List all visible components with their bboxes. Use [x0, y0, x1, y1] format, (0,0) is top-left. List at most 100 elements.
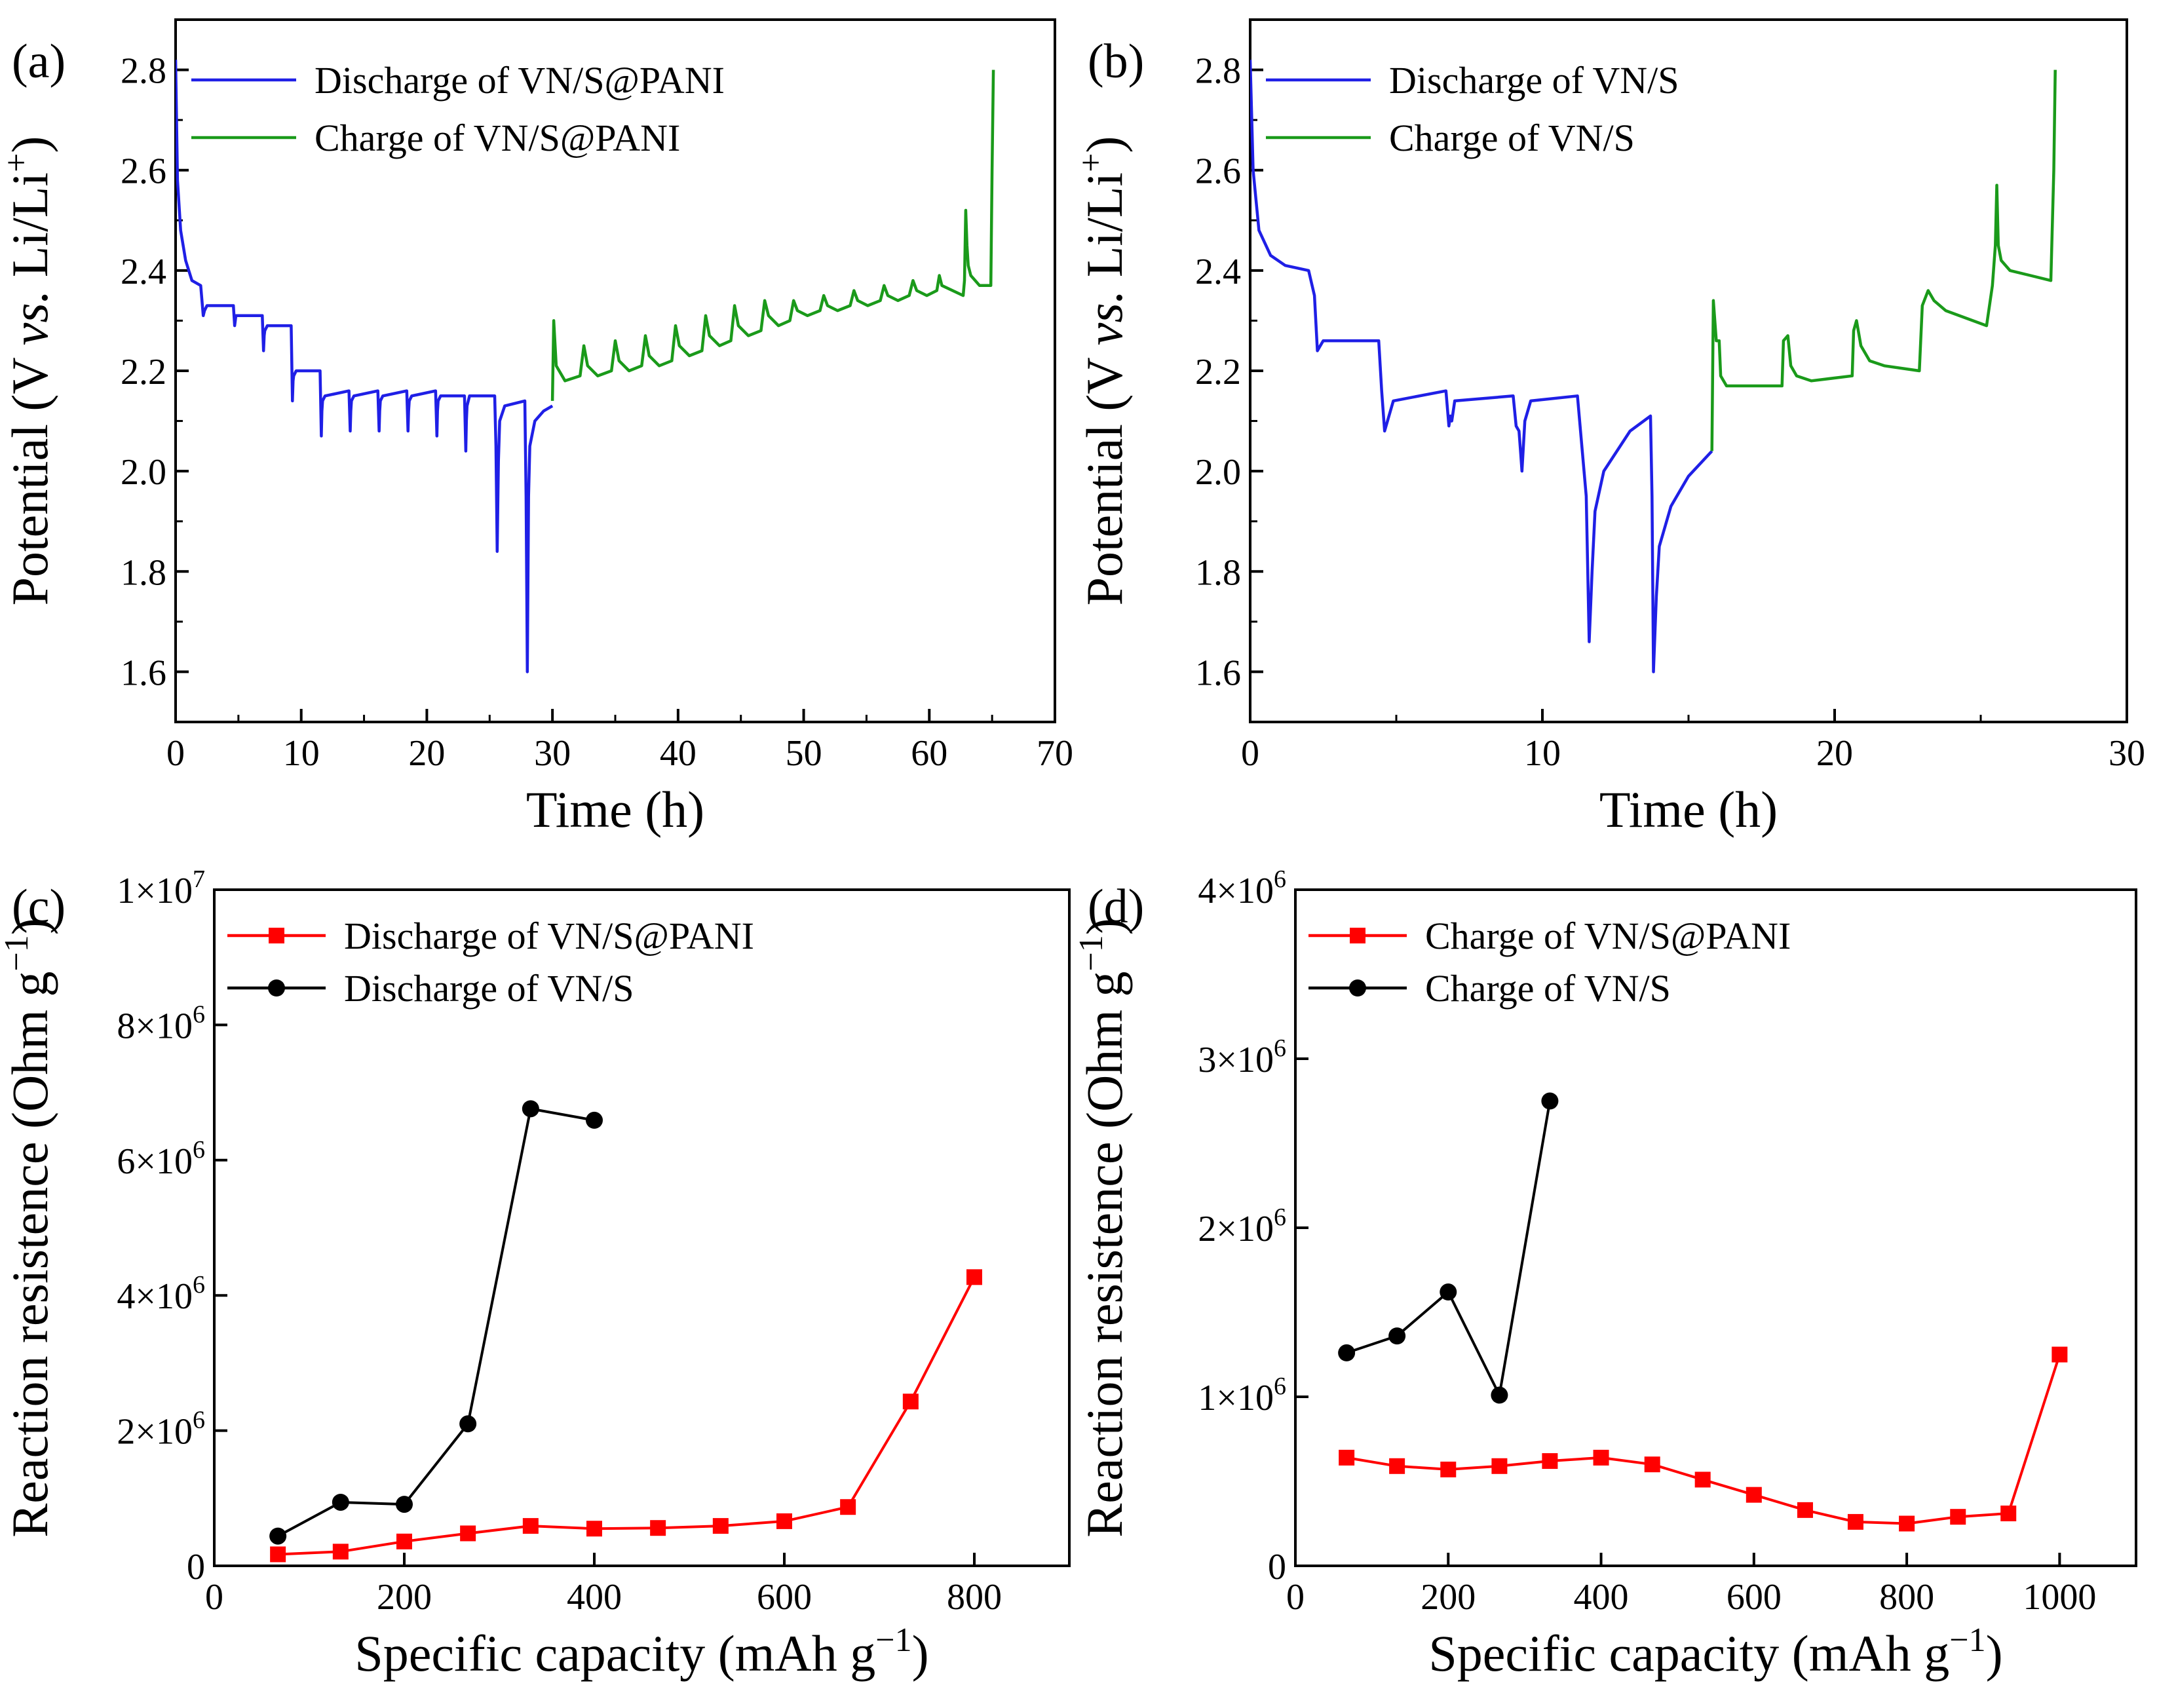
x-tick-label: 0 [1241, 733, 1259, 774]
panel-label: (b) [1088, 35, 1144, 88]
legend-marker [1349, 979, 1366, 996]
y-tick-label: 0 [187, 1547, 205, 1587]
x-tick-label: 800 [947, 1577, 1002, 1618]
series-line [1346, 1101, 1552, 1397]
legend-label: Charge of VN/S [1389, 117, 1635, 159]
data-point [1440, 1461, 1457, 1477]
data-point [1644, 1456, 1660, 1473]
x-tick-label: 50 [786, 733, 822, 774]
y-tick-label: 2.0 [121, 452, 166, 493]
x-axis-title: Specific capacity (mAh g−1) [354, 1622, 928, 1682]
y-tick-label: 2.6 [1195, 151, 1241, 192]
legend-label: Discharge of VN/S [1389, 59, 1679, 102]
legend: Discharge of VN/S Charge of VN/S [1266, 59, 1679, 159]
panel-c: 0 200 400 600 800 0 2×106 4×106 6×106 8×106 1×107 S… [0, 865, 1071, 1682]
data-point [1440, 1283, 1457, 1301]
x-tick-label: 400 [1574, 1577, 1629, 1618]
data-point [1338, 1344, 1356, 1361]
panel-label: (d) [1088, 880, 1144, 934]
series-charge-of-vn-s [1710, 69, 2057, 451]
x-tick-label: 30 [534, 733, 571, 774]
legend-label: Charge of VN/S@PANI [1425, 915, 1791, 957]
y-tick-label: 2.8 [1195, 51, 1241, 92]
legend: Discharge of VN/S@PANI Discharge of VN/S [227, 915, 754, 1010]
y-axis-c: 0 2×106 4×106 6×106 8×106 1×107 [117, 865, 227, 1587]
x-tick-label: 600 [757, 1577, 812, 1618]
data-point [269, 1527, 287, 1545]
series-line [550, 69, 995, 401]
y-tick-label: 2×106 [117, 1407, 205, 1452]
x-tick-label: 800 [1879, 1577, 1934, 1618]
data-point [776, 1513, 792, 1529]
legend-marker [268, 979, 285, 996]
x-tick-label: 60 [911, 733, 947, 774]
data-point [459, 1415, 477, 1433]
y-axis-d: 0 1×106 2×106 3×106 4×106 [1198, 865, 1308, 1587]
series-line [1250, 60, 1713, 674]
legend-label: Charge of VN/S@PANI [315, 117, 680, 159]
y-tick-label: 2.0 [1195, 452, 1241, 493]
panel-label: (c) [12, 880, 66, 934]
data-point [1388, 1327, 1406, 1345]
x-tick-label: 400 [567, 1577, 622, 1618]
legend: Charge of VN/S@PANI Charge of VN/S [1308, 915, 1791, 1010]
data-point [1541, 1092, 1559, 1110]
data-point [1899, 1515, 1915, 1532]
series-line [1346, 1354, 2061, 1525]
x-axis-title: Time (h) [1599, 781, 1778, 838]
y-tick-label: 2.2 [1195, 352, 1241, 392]
x-tick-label: 20 [1816, 733, 1853, 774]
legend: Discharge of VN/S@PANI Charge of VN/S@PAN… [191, 59, 725, 159]
y-tick-label: 1×106 [1198, 1373, 1286, 1418]
y-tick-label: 4×106 [117, 1271, 205, 1317]
data-point [396, 1496, 413, 1513]
y-tick-label: 2.6 [121, 151, 166, 192]
data-point [966, 1269, 982, 1285]
series-discharge-of-vn-s [269, 1100, 603, 1545]
x-tick-label: 70 [1037, 733, 1073, 774]
x-tick-label: 20 [408, 733, 445, 774]
data-point [1797, 1502, 1813, 1518]
panel-d: 0 200 400 600 800 1000 0 1×106 2×106 3×106 4×106 Sp… [1073, 865, 2137, 1682]
data-point [396, 1533, 412, 1549]
series-discharge-of-vn-s-pani [176, 60, 554, 674]
series-discharge-of-vn-s [1250, 60, 1713, 674]
y-tick-label: 2.4 [121, 252, 166, 292]
y-tick-label: 2.2 [121, 352, 166, 392]
data-point [270, 1546, 286, 1563]
data-point [586, 1521, 602, 1537]
plot-frame [1294, 888, 2137, 1567]
data-point [650, 1520, 666, 1536]
legend-label: Discharge of VN/S@PANI [315, 59, 725, 102]
data-point [1389, 1458, 1405, 1474]
series-line [176, 60, 554, 674]
data-point [2052, 1346, 2068, 1363]
y-axis-a: 1.6 1.8 2.0 2.2 2.4 2.6 2.8 [121, 51, 189, 693]
y-tick-label: 0 [1268, 1547, 1286, 1587]
series-charge-of-vn-s-pani [1339, 1346, 2068, 1532]
data-point [1694, 1471, 1711, 1488]
y-tick-label: 4×106 [1198, 865, 1286, 911]
y-tick-label: 2.8 [121, 51, 166, 92]
y-tick-label: 1×107 [117, 865, 205, 911]
x-tick-label: 200 [377, 1577, 432, 1618]
x-axis-title: Specific capacity (mAh g−1) [1428, 1622, 2002, 1682]
data-point [332, 1493, 349, 1511]
y-axis-title: Reaction resistence (Ohm g−1) [1073, 918, 1133, 1538]
x-tick-label: 30 [2109, 733, 2145, 774]
x-tick-label: 1000 [2023, 1577, 2096, 1618]
x-axis-a: 0 10 20 30 40 50 60 70 [166, 709, 1073, 774]
x-axis-c: 0 200 400 600 800 [205, 1553, 1002, 1618]
y-tick-label: 3×106 [1198, 1034, 1286, 1080]
data-point [1339, 1449, 1355, 1466]
x-tick-label: 0 [166, 733, 185, 774]
series-line [1710, 69, 2057, 451]
panel-label: (a) [12, 35, 66, 88]
legend-label: Charge of VN/S [1425, 967, 1671, 1010]
x-tick-label: 600 [1727, 1577, 1782, 1618]
data-point [522, 1100, 539, 1118]
y-tick-label: 1.8 [1195, 552, 1241, 593]
y-axis-title: Reaction resistence (Ohm g−1) [0, 918, 58, 1538]
x-axis-d: 0 200 400 600 800 1000 [1286, 1553, 2096, 1618]
x-tick-label: 10 [283, 733, 320, 774]
